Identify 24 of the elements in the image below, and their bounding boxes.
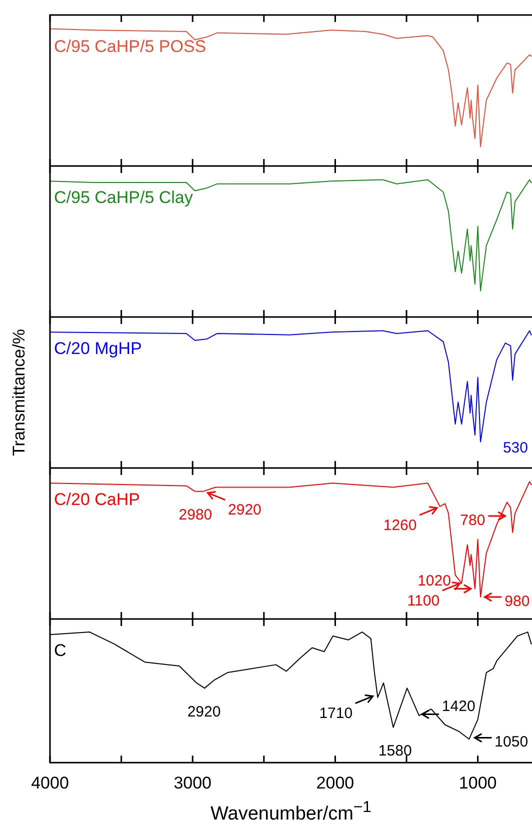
series-label: C/20 MgHP xyxy=(54,339,142,358)
x-axis-title: Wavenumber/cm$^{−1}$ xyxy=(210,798,372,820)
annotation: 2920 xyxy=(228,502,262,519)
annotation: 1710 xyxy=(319,705,353,722)
series-label: C/95 CaHP/5 POSS xyxy=(54,37,206,56)
annotation: 530 xyxy=(502,440,528,457)
annotation: 1420 xyxy=(442,698,476,716)
x-tick-label: 1000 xyxy=(458,773,497,792)
x-tick-label: 4000 xyxy=(31,773,69,792)
x-tick-label: 3000 xyxy=(174,773,212,792)
series-label: C/20 CaHP xyxy=(54,490,140,510)
annotation: 1020 xyxy=(418,572,451,590)
annotation: 2980 xyxy=(178,506,212,524)
y-axis-title: Transmittance/% xyxy=(10,329,29,456)
annotation: 980 xyxy=(504,592,530,610)
legend-label: C xyxy=(54,641,66,660)
annotation: 780 xyxy=(460,512,486,529)
x-tick-label: 2000 xyxy=(316,773,354,792)
annotation: 1100 xyxy=(407,592,440,610)
annotation: 1260 xyxy=(383,516,417,534)
annotation: 1050 xyxy=(494,734,528,751)
series-label: C/95 CaHP/5 Clay xyxy=(54,188,194,208)
annotation: 2920 xyxy=(187,703,221,720)
annotation: 1580 xyxy=(378,742,412,760)
